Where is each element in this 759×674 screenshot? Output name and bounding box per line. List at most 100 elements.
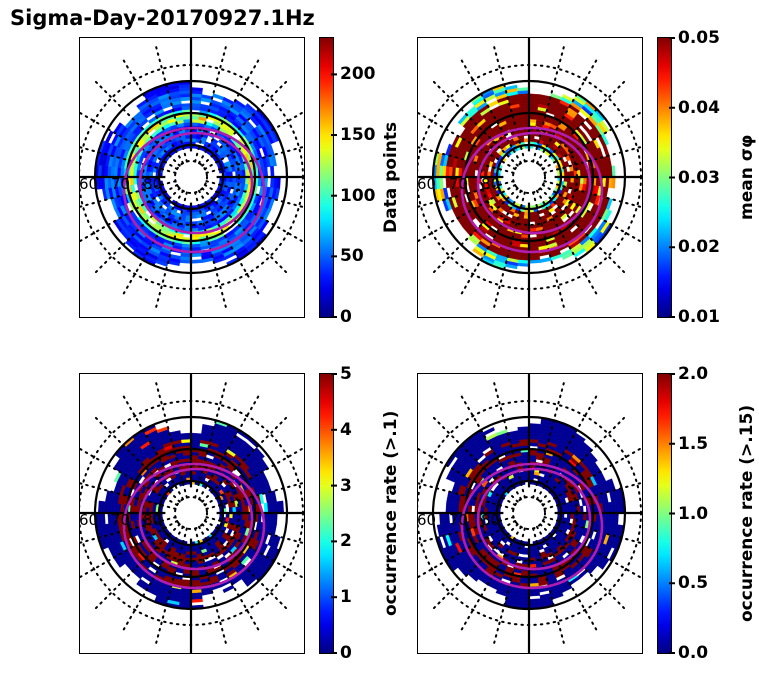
mlt-dotted-gridline <box>194 382 227 499</box>
heatmap-bin <box>602 144 610 157</box>
oval-poleward-boundary <box>476 131 592 235</box>
mlt-dotted-gridline <box>417 180 515 209</box>
mlt-dotted-gridline <box>205 481 305 510</box>
latitude-dotted-circle <box>174 160 208 194</box>
heatmap-bin <box>439 176 444 189</box>
mlt-dotted-gridline <box>79 481 177 510</box>
heatmap-bin <box>263 502 269 514</box>
heatmap-bin <box>181 579 192 584</box>
heatmap-bin <box>270 176 275 189</box>
mlt-dotted-gridline <box>417 516 515 545</box>
mlt-dotted-gridline <box>432 80 519 167</box>
colorbar-axis-label: mean σφ <box>737 134 757 221</box>
polar-plot-svg: 60 70 80 <box>417 373 643 654</box>
mlt-dotted-gridline <box>543 481 643 510</box>
mlt-dotted-gridline <box>536 189 598 295</box>
colorbar-gradient <box>319 373 337 654</box>
mlt-dotted-gridline <box>205 145 305 174</box>
polar-plot-svg: 60 70 80 <box>79 37 305 318</box>
latitude-tick-label: 80 <box>481 511 500 529</box>
latitude-dotted-circle <box>512 160 546 194</box>
mlt-dotted-gridline <box>198 525 260 631</box>
colorbar-tick-label: 50 <box>340 246 364 267</box>
colorbar-axis-label: Data points <box>381 121 401 234</box>
colorbar-tick-label: 0.01 <box>678 307 720 327</box>
mlt-dotted-gridline <box>432 187 519 274</box>
mlt-dotted-gridline <box>541 184 643 244</box>
mlt-dotted-gridline <box>541 110 643 170</box>
polar-panel-occurrence-rate-01: 60 70 80 <box>79 373 305 654</box>
colorbar-tick-label: 1 <box>340 587 352 608</box>
heatmap-bin <box>528 442 539 447</box>
mlt-dotted-gridline <box>417 111 517 170</box>
colorbar-gradient <box>657 37 675 318</box>
latitude-circle <box>495 479 563 547</box>
mlt-dotted-gridline <box>201 80 288 167</box>
mlt-dotted-gridline <box>201 416 288 503</box>
mlt-dotted-gridline <box>460 395 522 501</box>
mlt-dotted-gridline <box>198 189 260 295</box>
polar-plot-svg: 60 70 80 <box>79 373 305 654</box>
plot-frame <box>417 37 643 318</box>
colorbar-gradient <box>657 373 675 654</box>
mlt-dotted-gridline <box>493 382 526 499</box>
mlt-dotted-gridline <box>493 46 526 163</box>
mlt-dotted-gridline <box>536 525 598 631</box>
mlt-dotted-gridline <box>532 382 565 499</box>
oval-equatorward-boundary <box>122 126 266 254</box>
latitude-dotted-circle <box>512 496 546 530</box>
mlt-dotted-gridline <box>539 416 626 503</box>
colorbar-tick-label: 100 <box>340 185 376 206</box>
mlt-dotted-gridline <box>417 520 517 579</box>
mlt-dotted-gridline <box>122 395 184 501</box>
polar-panel-mean-sigma-phi: 60 70 80 <box>417 37 643 318</box>
mlt-dotted-gridline <box>417 145 515 174</box>
latitude-tick-label: 70 <box>449 175 468 193</box>
heatmap-bin <box>539 593 552 599</box>
mlt-dotted-gridline <box>155 46 188 163</box>
polar-plot-svg: 60 70 80 <box>417 37 643 318</box>
colorbar-gradient <box>319 37 337 318</box>
latitude-tick-label: 70 <box>449 511 468 529</box>
mlt-dotted-gridline <box>541 446 643 506</box>
oval-poleward-boundary <box>476 467 592 571</box>
mlt-dotted-gridline <box>203 184 305 244</box>
heatmap-bin <box>101 512 106 525</box>
mlt-dotted-gridline <box>94 416 181 503</box>
mlt-dotted-gridline <box>532 46 565 163</box>
heatmap-bin <box>267 534 275 547</box>
heatmap-bin <box>138 118 149 128</box>
heatmap-bin <box>503 543 511 550</box>
mlt-dotted-gridline <box>203 110 305 170</box>
colorbar-tick-label: 0.02 <box>678 237 720 258</box>
heatmap-bin <box>270 165 275 178</box>
heatmap-bin <box>539 257 552 263</box>
heatmap-bin <box>138 578 150 589</box>
colorbar-tick-label: 2 <box>340 531 352 552</box>
colorbar-tick-label: 5 <box>340 364 352 384</box>
latitude-tick-label: 70 <box>111 175 130 193</box>
latitude-tick-label: 70 <box>111 511 130 529</box>
mlt-dotted-gridline <box>432 523 519 610</box>
latitude-tick-label: 80 <box>481 175 500 193</box>
plot-frame <box>79 37 305 318</box>
mlt-dotted-gridline <box>417 447 517 506</box>
colorbar-tick-label: 0.0 <box>678 643 709 663</box>
figure-title: Sigma-Day-20170927.1Hz <box>10 6 315 30</box>
oval-equatorward-boundary <box>460 462 604 590</box>
mlt-dotted-gridline <box>79 180 177 209</box>
plot-frame <box>417 373 643 654</box>
mlt-dotted-gridline <box>122 59 184 165</box>
colorbar-tick-label: 4 <box>340 419 352 440</box>
mlt-dotted-gridline <box>94 523 181 610</box>
heatmap-bin <box>482 427 495 436</box>
mlt-dotted-gridline <box>198 59 260 165</box>
mlt-dotted-gridline <box>79 184 179 243</box>
mlt-dotted-gridline <box>79 111 179 170</box>
latitude-circle <box>157 143 225 211</box>
colorbar-axis-label: occurrence rate (>.15) <box>737 404 757 623</box>
mlt-dotted-gridline <box>203 520 305 580</box>
latitude-tick-label: 60 <box>417 175 436 193</box>
oval-equatorward-boundary <box>122 462 266 590</box>
mlt-dotted-gridline <box>543 145 643 174</box>
